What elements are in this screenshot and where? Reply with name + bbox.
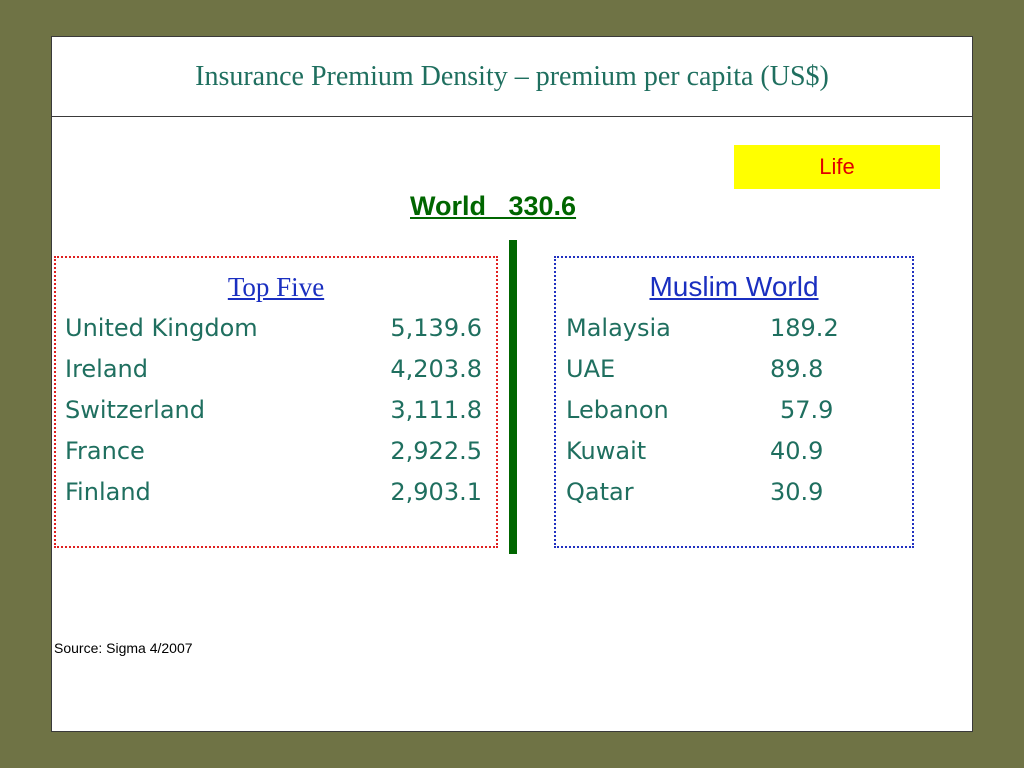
muslim-world-heading-wrap: Muslim World: [556, 270, 912, 304]
top-five-heading: Top Five: [227, 272, 325, 302]
muslim-world-list: Malaysia 189.2 UAE 89.8 Lebanon 57.9 Kuw…: [556, 308, 912, 513]
premium-value: 57.9: [780, 396, 834, 424]
slide-title: Insurance Premium Density – premium per …: [195, 60, 829, 92]
vertical-divider: [509, 240, 517, 554]
list-item: UAE 89.8: [556, 349, 912, 390]
list-item: Qatar 30.9: [556, 472, 912, 513]
source-note: Source: Sigma 4/2007: [54, 640, 193, 656]
list-item: United Kingdom 5,139.6: [56, 308, 496, 349]
life-badge: Life: [734, 145, 940, 189]
list-item: Lebanon 57.9: [556, 390, 912, 431]
country-name: Finland: [65, 478, 151, 506]
premium-value: 2,903.1: [390, 478, 482, 506]
world-total: World 330.6: [410, 191, 577, 221]
premium-value: 4,203.8: [390, 355, 482, 383]
top-five-list: United Kingdom 5,139.6 Ireland 4,203.8 S…: [56, 308, 496, 513]
slide: Insurance Premium Density – premium per …: [51, 36, 973, 732]
premium-value: 189.2: [770, 314, 839, 342]
top-five-box: Top Five United Kingdom 5,139.6 Ireland …: [54, 256, 498, 548]
country-name: United Kingdom: [65, 314, 258, 342]
premium-value: 40.9: [770, 437, 824, 465]
premium-value: 89.8: [770, 355, 824, 383]
country-name: Switzerland: [65, 396, 205, 424]
country-name: Lebanon: [566, 396, 669, 424]
premium-value: 3,111.8: [390, 396, 482, 424]
country-name: UAE: [566, 355, 616, 383]
country-name: Kuwait: [566, 437, 647, 465]
list-item: Malaysia 189.2: [556, 308, 912, 349]
list-item: Kuwait 40.9: [556, 431, 912, 472]
muslim-world-box: Muslim World Malaysia 189.2 UAE 89.8 Leb…: [554, 256, 914, 548]
country-name: Malaysia: [566, 314, 671, 342]
list-item: Ireland 4,203.8: [56, 349, 496, 390]
country-name: Ireland: [65, 355, 149, 383]
premium-value: 30.9: [770, 478, 824, 506]
country-name: Qatar: [566, 478, 634, 506]
premium-value: 2,922.5: [390, 437, 482, 465]
country-name: France: [65, 437, 145, 465]
title-bar: Insurance Premium Density – premium per …: [52, 37, 972, 117]
muslim-world-heading: Muslim World: [649, 271, 819, 302]
list-item: Finland 2,903.1: [56, 472, 496, 513]
premium-value: 5,139.6: [390, 314, 482, 342]
list-item: France 2,922.5: [56, 431, 496, 472]
list-item: Switzerland 3,111.8: [56, 390, 496, 431]
